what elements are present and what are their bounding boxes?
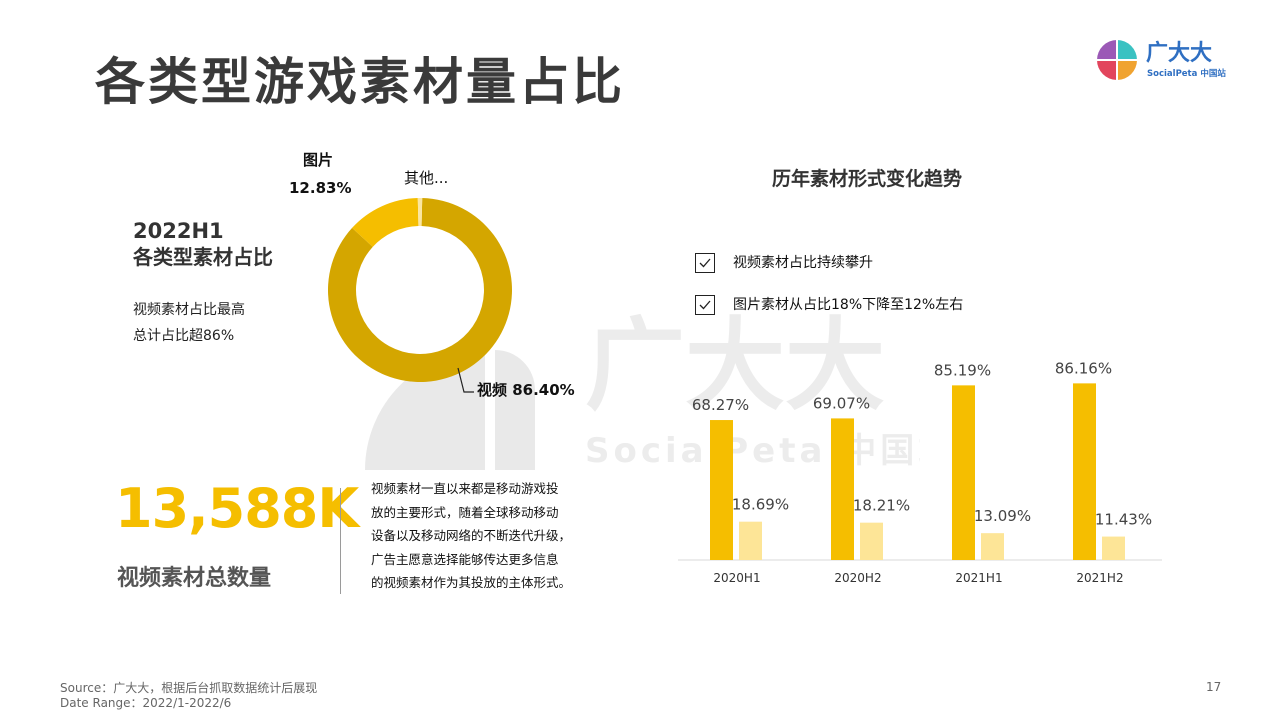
- description-line: 广告主愿意选择能够传达更多信息: [371, 551, 559, 567]
- x-tick-label: 2021H1: [955, 571, 1002, 585]
- slice-leader-line: [457, 367, 474, 393]
- description-line: 设备以及移动网络的不断迭代升级，: [371, 528, 572, 543]
- watermark-main: 广大大: [585, 307, 885, 424]
- bar-image: [981, 533, 1004, 560]
- bar-value-label: 11.43%: [1095, 511, 1152, 529]
- donut-slice-video: [328, 198, 512, 382]
- bar-value-label: 69.07%: [813, 394, 870, 412]
- logo-subtitle: SocialPeta 中国站: [1147, 69, 1226, 79]
- donut-chart: [328, 198, 512, 382]
- logo: [1097, 40, 1227, 84]
- bar-image: [739, 521, 762, 560]
- pie-heading-period: 2022H1: [133, 219, 224, 243]
- watermark: 广大大 SocialPeta 中国站: [365, 307, 920, 471]
- page-title: 各类型游戏素材量占比: [95, 53, 625, 111]
- slice-label-video: 视频 86.40%: [477, 381, 575, 399]
- pie-note-line1: 视频素材占比最高: [133, 302, 245, 318]
- bar-value-label: 68.27%: [692, 396, 749, 414]
- bar-video: [710, 420, 733, 560]
- logo-name: 广大大: [1146, 41, 1213, 66]
- description-line: 的视频素材作为其投放的主体形式。: [371, 575, 572, 590]
- checkbox-checked-icon: [695, 295, 715, 315]
- description-line: 视频素材一直以来都是移动游戏投: [371, 481, 559, 496]
- donut-slice-image: [352, 198, 419, 247]
- bar-value-label: 18.69%: [732, 496, 789, 514]
- slice-label-image-value: 12.83%: [289, 179, 352, 197]
- bar-value-label: 13.09%: [974, 507, 1031, 525]
- bar-value-label: 85.19%: [934, 361, 991, 379]
- pie-note-line2: 总计占比超86%: [133, 328, 235, 344]
- checkbox-checked-icon: [695, 253, 715, 273]
- x-tick-label: 2021H2: [1076, 571, 1123, 585]
- bar-image: [1102, 536, 1125, 560]
- bar-image: [860, 522, 883, 560]
- donut-slice-other: [417, 198, 423, 227]
- video-total-number: 13,588K: [115, 477, 359, 540]
- slice-label-image-name: 图片: [303, 151, 334, 169]
- bar-value-label: 86.16%: [1055, 359, 1112, 377]
- bar-value-label: 18.21%: [853, 497, 910, 515]
- divider: [340, 488, 341, 594]
- pie-heading-title: 各类型素材占比: [133, 245, 273, 269]
- bar-video: [831, 418, 854, 560]
- check-item-text: 视频素材占比持续攀升: [733, 255, 873, 271]
- description-line: 放的主要形式，随着全球移动移动: [371, 504, 559, 520]
- date-range-note: Date Range：2022/1-2022/6: [60, 696, 232, 710]
- bar-chart: 68.27% 18.69% 2020H1 69.07% 18.21% 2020H2 85.1…: [678, 359, 1162, 585]
- bar-video: [1073, 383, 1096, 560]
- video-total-label: 视频素材总数量: [117, 566, 272, 591]
- description-text: 视频素材一直以来都是移动游戏投 放的主要形式，随着全球移动移动 设备以及移动网络…: [371, 477, 591, 595]
- bar-video: [952, 385, 975, 560]
- source-note: Source：广大大，根据后台抓取数据统计后展现: [60, 681, 318, 695]
- brand-quad-circle-icon: [1097, 40, 1137, 80]
- x-tick-label: 2020H1: [713, 571, 760, 585]
- check-item-text: 图片素材从占比18%下降至12%左右: [733, 297, 964, 313]
- slice-label-other: 其他...: [404, 169, 449, 187]
- page-number: 17: [1206, 680, 1222, 694]
- watermark-sub: SocialPeta 中国站: [585, 431, 920, 471]
- x-tick-label: 2020H2: [834, 571, 881, 585]
- trend-title: 历年素材形式变化趋势: [772, 168, 963, 190]
